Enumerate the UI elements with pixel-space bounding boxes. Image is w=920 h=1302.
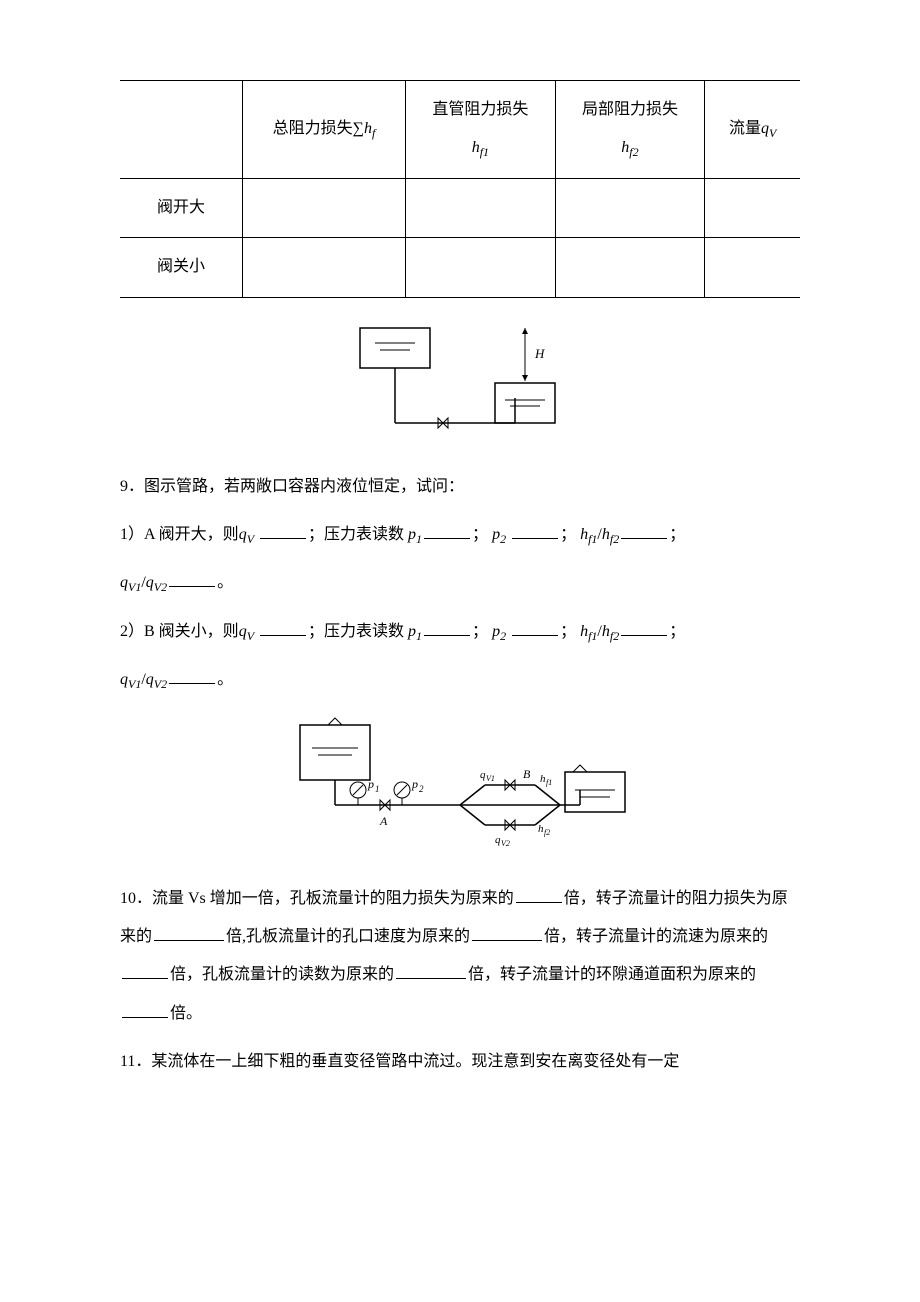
svg-text:f2: f2 [544, 828, 550, 837]
q11: 11．某流体在一上细下粗的垂直变径管路中流过。现注意到安在离变径处有一定 [120, 1043, 800, 1081]
row-valve-open: 阀开大 [120, 178, 242, 237]
diagram-2: p1 A p2 qV1 B hf1 qV2 hf2 [120, 710, 800, 860]
q10: 10．流量 Vs 增加一倍，孔板流量计的阻力损失为原来的倍，转子流量计的阻力损失… [120, 880, 800, 1034]
row-valve-close: 阀关小 [120, 238, 242, 297]
svg-text:1: 1 [375, 784, 380, 794]
q9-part2-line2: qV1/qV2。 [120, 661, 800, 699]
svg-text:V2: V2 [501, 839, 510, 848]
svg-text:H: H [534, 346, 545, 361]
svg-text:A: A [379, 814, 388, 828]
diagram-1: H [120, 318, 800, 448]
th-straight-loss: 直管阻力损失 hf1 [406, 81, 556, 179]
th-total-loss: 总阻力损失∑hf [242, 81, 405, 179]
svg-text:p: p [411, 777, 418, 791]
svg-text:f1: f1 [546, 778, 552, 787]
q9-part1-line2: qV1/qV2。 [120, 564, 800, 602]
resistance-table: 总阻力损失∑hf 直管阻力损失 hf1 局部阻力损失 hf2 流量qV 阀开大 … [120, 80, 800, 298]
svg-text:2: 2 [419, 784, 424, 794]
svg-text:V1: V1 [486, 774, 495, 783]
q9-part2: 2）B 阀关小，则qV ；压力表读数 p1； p2 ； hf1/hf2； [120, 613, 800, 651]
th-local-loss: 局部阻力损失 hf2 [555, 81, 705, 179]
q9-part1: 1）A 阀开大，则qV ；压力表读数 p1； p2 ； hf1/hf2； [120, 516, 800, 554]
th-flow: 流量qV [705, 81, 800, 179]
th-blank [120, 81, 242, 179]
svg-text:B: B [523, 767, 531, 781]
q9-intro: 9．图示管路，若两敞口容器内液位恒定，试问： [120, 468, 800, 506]
svg-text:p: p [367, 777, 374, 791]
